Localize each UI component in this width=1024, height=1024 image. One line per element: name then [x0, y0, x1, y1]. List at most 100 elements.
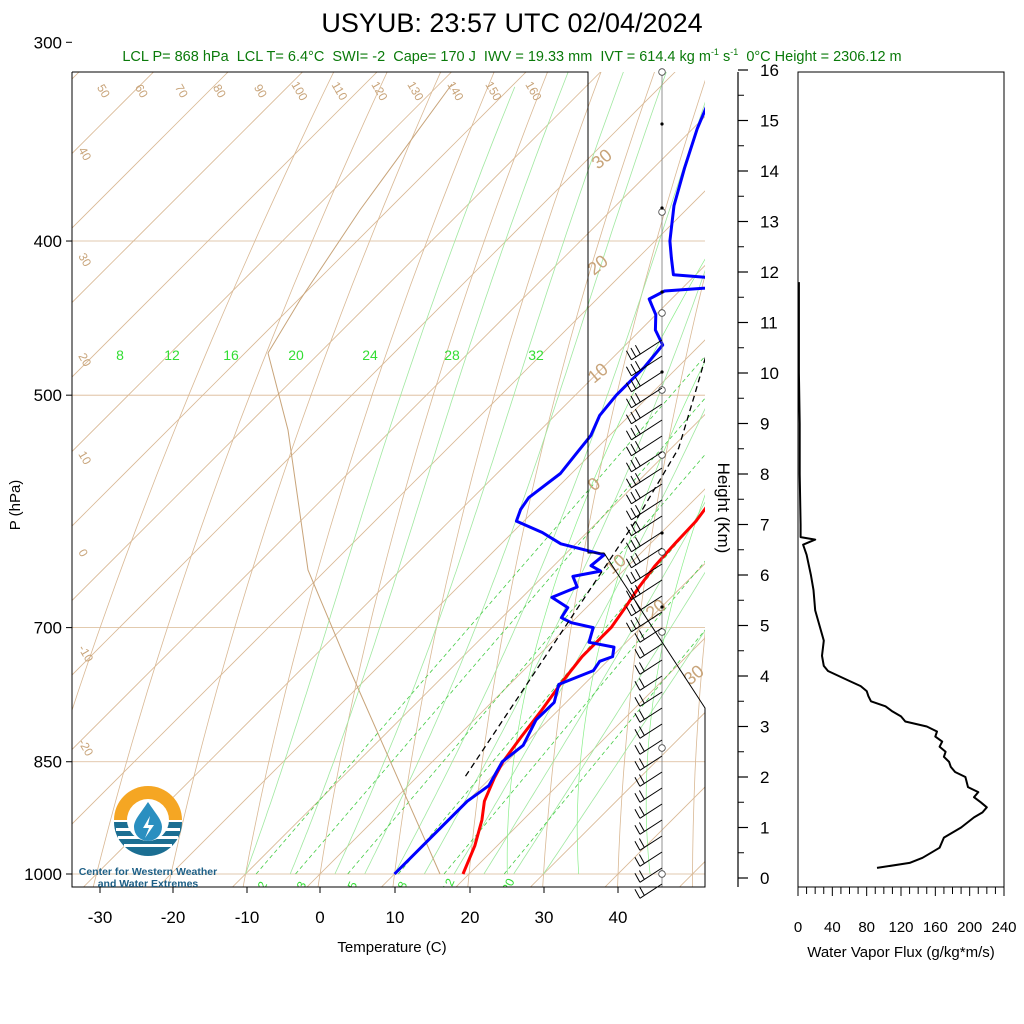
- wind-barb-flag: [625, 510, 632, 521]
- lcl-temperature: LCL T= 6.4°C: [236, 48, 325, 65]
- wind-barb-flag: [638, 710, 645, 720]
- wind-barb-flag: [634, 488, 641, 499]
- wind-barb-flag: [630, 475, 637, 486]
- dry-adiabat-label: 60: [132, 82, 151, 101]
- wind-barb-flag: [634, 424, 641, 435]
- wind-barb-flag: [634, 873, 641, 883]
- wind-barb-flag: [625, 590, 632, 601]
- wind-barb-flag: [638, 742, 645, 752]
- background-lines: [0, 0, 1024, 908]
- wind-barb-flag: [638, 854, 645, 864]
- wind-barb: [631, 611, 663, 633]
- height-tick-label: 14: [760, 162, 779, 181]
- wind-barb: [639, 771, 663, 787]
- wind-barb-flag: [625, 574, 632, 585]
- wind-barb: [639, 691, 663, 707]
- temperature-tick-label: 40: [609, 908, 628, 927]
- wind-barb: [631, 387, 663, 409]
- pressure-tick-label: 700: [34, 619, 62, 638]
- wind-barb-flag: [634, 713, 641, 723]
- dry-adiabat--20: [167, 72, 442, 887]
- wind-barb-flag: [638, 646, 645, 656]
- dry-adiabat-60: [766, 0, 1024, 908]
- wind-barb-flag: [634, 681, 641, 691]
- wind-barb-flag: [634, 472, 641, 483]
- dry-adiabat-50: [692, 630, 705, 887]
- wind-barb-flag: [625, 366, 632, 377]
- wind-barb-flag: [630, 619, 637, 630]
- wind-barb-flag: [625, 478, 632, 489]
- wind-barb-flag: [638, 806, 645, 816]
- mixing-ratio-label-top: 12: [164, 347, 180, 363]
- flux-tick-label: 80: [858, 919, 875, 936]
- temperature-tick-label: 30: [535, 908, 554, 927]
- isotherm--150: [0, 0, 866, 908]
- isotherm--40: [72, 190, 705, 825]
- isotherm-label-left: 40: [75, 145, 94, 164]
- moist-adiabat--4: [289, 72, 569, 875]
- pressure-tick-label: 300: [34, 33, 62, 52]
- wind-barb: [639, 819, 663, 835]
- wind-barb-flag: [634, 697, 641, 707]
- wind-barb: [631, 547, 663, 569]
- wind-barb-flag: [625, 542, 632, 553]
- wind-barb-flag: [634, 729, 641, 739]
- isotherm--60: [72, 72, 676, 676]
- plot-frame: [71, 71, 706, 888]
- wind-barb-flag: [630, 411, 637, 422]
- moist-adiabat-22: [483, 501, 705, 875]
- wind-barb-flag: [634, 376, 641, 387]
- reference-curve-upper: [267, 83, 453, 354]
- mixing-ratio-5: [347, 454, 705, 875]
- mixing-ratio-3: [295, 397, 705, 875]
- calm-wind-circle: [658, 208, 666, 216]
- height-axis-label: Height (Km): [714, 463, 733, 554]
- dry-adiabat-90: [975, 0, 1024, 908]
- flux-tick-label: 240: [991, 919, 1016, 936]
- isotherm-60: [733, 0, 1024, 908]
- isotherm-label-left: 30: [75, 251, 94, 270]
- height-tick-label: 0: [760, 869, 769, 888]
- calm-wind-circle: [658, 68, 666, 76]
- isotherm-40: [604, 786, 705, 887]
- wind-barb: [631, 579, 663, 601]
- wind-barb-flag: [634, 889, 641, 899]
- wind-barb-flag: [634, 633, 641, 643]
- wind-barb: [631, 419, 663, 441]
- wind-barb-flag: [638, 678, 645, 688]
- dry-adiabat-40: [617, 273, 705, 887]
- wind-barb-flag: [630, 603, 637, 614]
- wind-barb-flag: [630, 523, 637, 534]
- height-tick-label: 1: [760, 819, 769, 838]
- isotherm-label-right: 10: [602, 550, 630, 578]
- height-tick-label: 12: [760, 263, 779, 282]
- wind-barb-flag: [634, 344, 641, 355]
- dry-adiabat--40: [72, 72, 335, 712]
- wind-barb: [631, 483, 663, 505]
- wind-barb-flag: [638, 726, 645, 736]
- height-tick-label: 15: [760, 112, 779, 131]
- series-water-vapor-flux: [798, 282, 988, 869]
- calm-wind-circle: [658, 548, 666, 556]
- wind-barb-flag: [638, 662, 645, 672]
- wind-barb-flag: [634, 793, 641, 803]
- isotherm-label-right: 20: [642, 595, 670, 623]
- dry-adiabat-30: [542, 79, 705, 887]
- temperature-tick-label: 10: [386, 908, 405, 927]
- dry-adiabat-70: [838, 0, 1024, 908]
- wind-dot: [660, 290, 664, 294]
- wind-barb-flag: [630, 571, 637, 582]
- moist-adiabat-14: [423, 269, 705, 875]
- wind-barb-flag: [625, 382, 632, 393]
- wind-barb: [639, 659, 663, 675]
- temperature-tick-label: -20: [161, 908, 186, 927]
- wind-barb-flag: [630, 379, 637, 390]
- theta-e-line-12: [576, 360, 705, 875]
- dry-adiabat-label: 120: [368, 79, 390, 104]
- height-tick-label: 3: [760, 718, 769, 737]
- mixing-ratio-label-bottom: 3: [294, 879, 310, 891]
- wind-barb-flag: [634, 825, 641, 835]
- isotherm-10: [380, 562, 705, 887]
